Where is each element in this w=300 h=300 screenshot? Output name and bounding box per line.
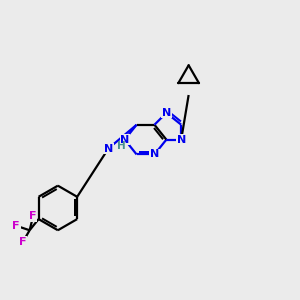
Text: N: N [150, 149, 159, 160]
Text: N: N [120, 135, 129, 145]
Text: F: F [19, 236, 27, 247]
Text: N: N [162, 108, 171, 118]
Text: F: F [13, 221, 20, 231]
Text: H: H [117, 140, 125, 151]
Text: F: F [29, 211, 37, 221]
Text: N: N [104, 143, 113, 154]
Text: N: N [177, 135, 186, 145]
